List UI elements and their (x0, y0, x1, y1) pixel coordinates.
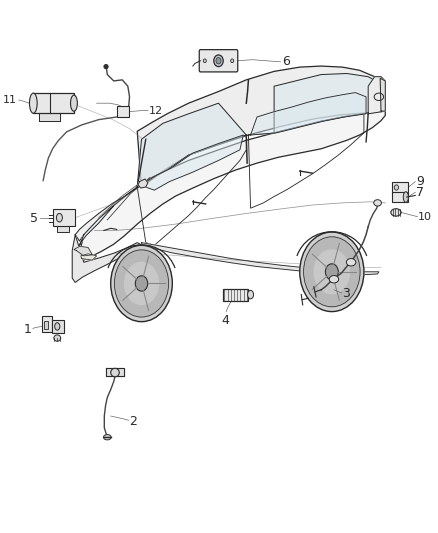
FancyBboxPatch shape (117, 107, 129, 117)
Text: 2: 2 (130, 415, 138, 428)
FancyBboxPatch shape (42, 316, 52, 332)
Text: 9: 9 (416, 175, 424, 188)
Ellipse shape (54, 335, 61, 341)
Circle shape (124, 262, 159, 304)
FancyBboxPatch shape (53, 209, 75, 226)
Circle shape (114, 250, 169, 317)
FancyBboxPatch shape (44, 321, 48, 328)
Polygon shape (75, 170, 167, 241)
Text: 10: 10 (418, 212, 432, 222)
Ellipse shape (231, 59, 234, 63)
Circle shape (300, 232, 364, 312)
FancyBboxPatch shape (392, 182, 408, 193)
Ellipse shape (329, 276, 339, 283)
Polygon shape (368, 77, 385, 114)
Polygon shape (39, 114, 60, 121)
Polygon shape (80, 206, 114, 245)
Ellipse shape (247, 290, 254, 299)
Circle shape (304, 237, 360, 307)
Text: 7: 7 (416, 186, 424, 199)
Text: 6: 6 (282, 55, 290, 68)
Ellipse shape (103, 434, 111, 440)
Ellipse shape (111, 368, 119, 377)
Polygon shape (141, 243, 379, 275)
Ellipse shape (391, 209, 401, 216)
Ellipse shape (374, 200, 381, 206)
Polygon shape (81, 254, 97, 260)
Polygon shape (138, 179, 148, 188)
FancyBboxPatch shape (223, 289, 248, 301)
Ellipse shape (394, 185, 399, 190)
Ellipse shape (403, 192, 408, 203)
Text: 4: 4 (221, 314, 229, 327)
Polygon shape (274, 74, 385, 133)
Text: 3: 3 (343, 287, 350, 300)
FancyBboxPatch shape (57, 225, 69, 231)
Text: 11: 11 (3, 95, 17, 105)
Text: 5: 5 (30, 212, 38, 225)
Circle shape (111, 245, 172, 321)
Ellipse shape (346, 259, 356, 266)
Polygon shape (380, 78, 385, 111)
FancyBboxPatch shape (33, 93, 74, 114)
Circle shape (325, 264, 338, 280)
Polygon shape (251, 93, 366, 135)
Text: 1: 1 (23, 323, 31, 336)
FancyBboxPatch shape (199, 50, 238, 72)
Ellipse shape (29, 93, 37, 114)
FancyBboxPatch shape (392, 192, 408, 202)
Ellipse shape (214, 55, 223, 67)
Polygon shape (137, 103, 246, 187)
Ellipse shape (216, 58, 221, 64)
Ellipse shape (57, 214, 62, 222)
Polygon shape (72, 235, 142, 282)
Polygon shape (106, 368, 124, 376)
Ellipse shape (104, 64, 108, 69)
Polygon shape (74, 246, 92, 256)
Polygon shape (75, 111, 385, 264)
Ellipse shape (203, 59, 206, 63)
Circle shape (135, 276, 148, 291)
Circle shape (314, 250, 350, 294)
Ellipse shape (55, 322, 60, 330)
Text: 12: 12 (149, 106, 163, 116)
Polygon shape (141, 135, 243, 190)
FancyBboxPatch shape (52, 319, 64, 333)
Ellipse shape (71, 95, 78, 111)
Polygon shape (137, 66, 385, 187)
